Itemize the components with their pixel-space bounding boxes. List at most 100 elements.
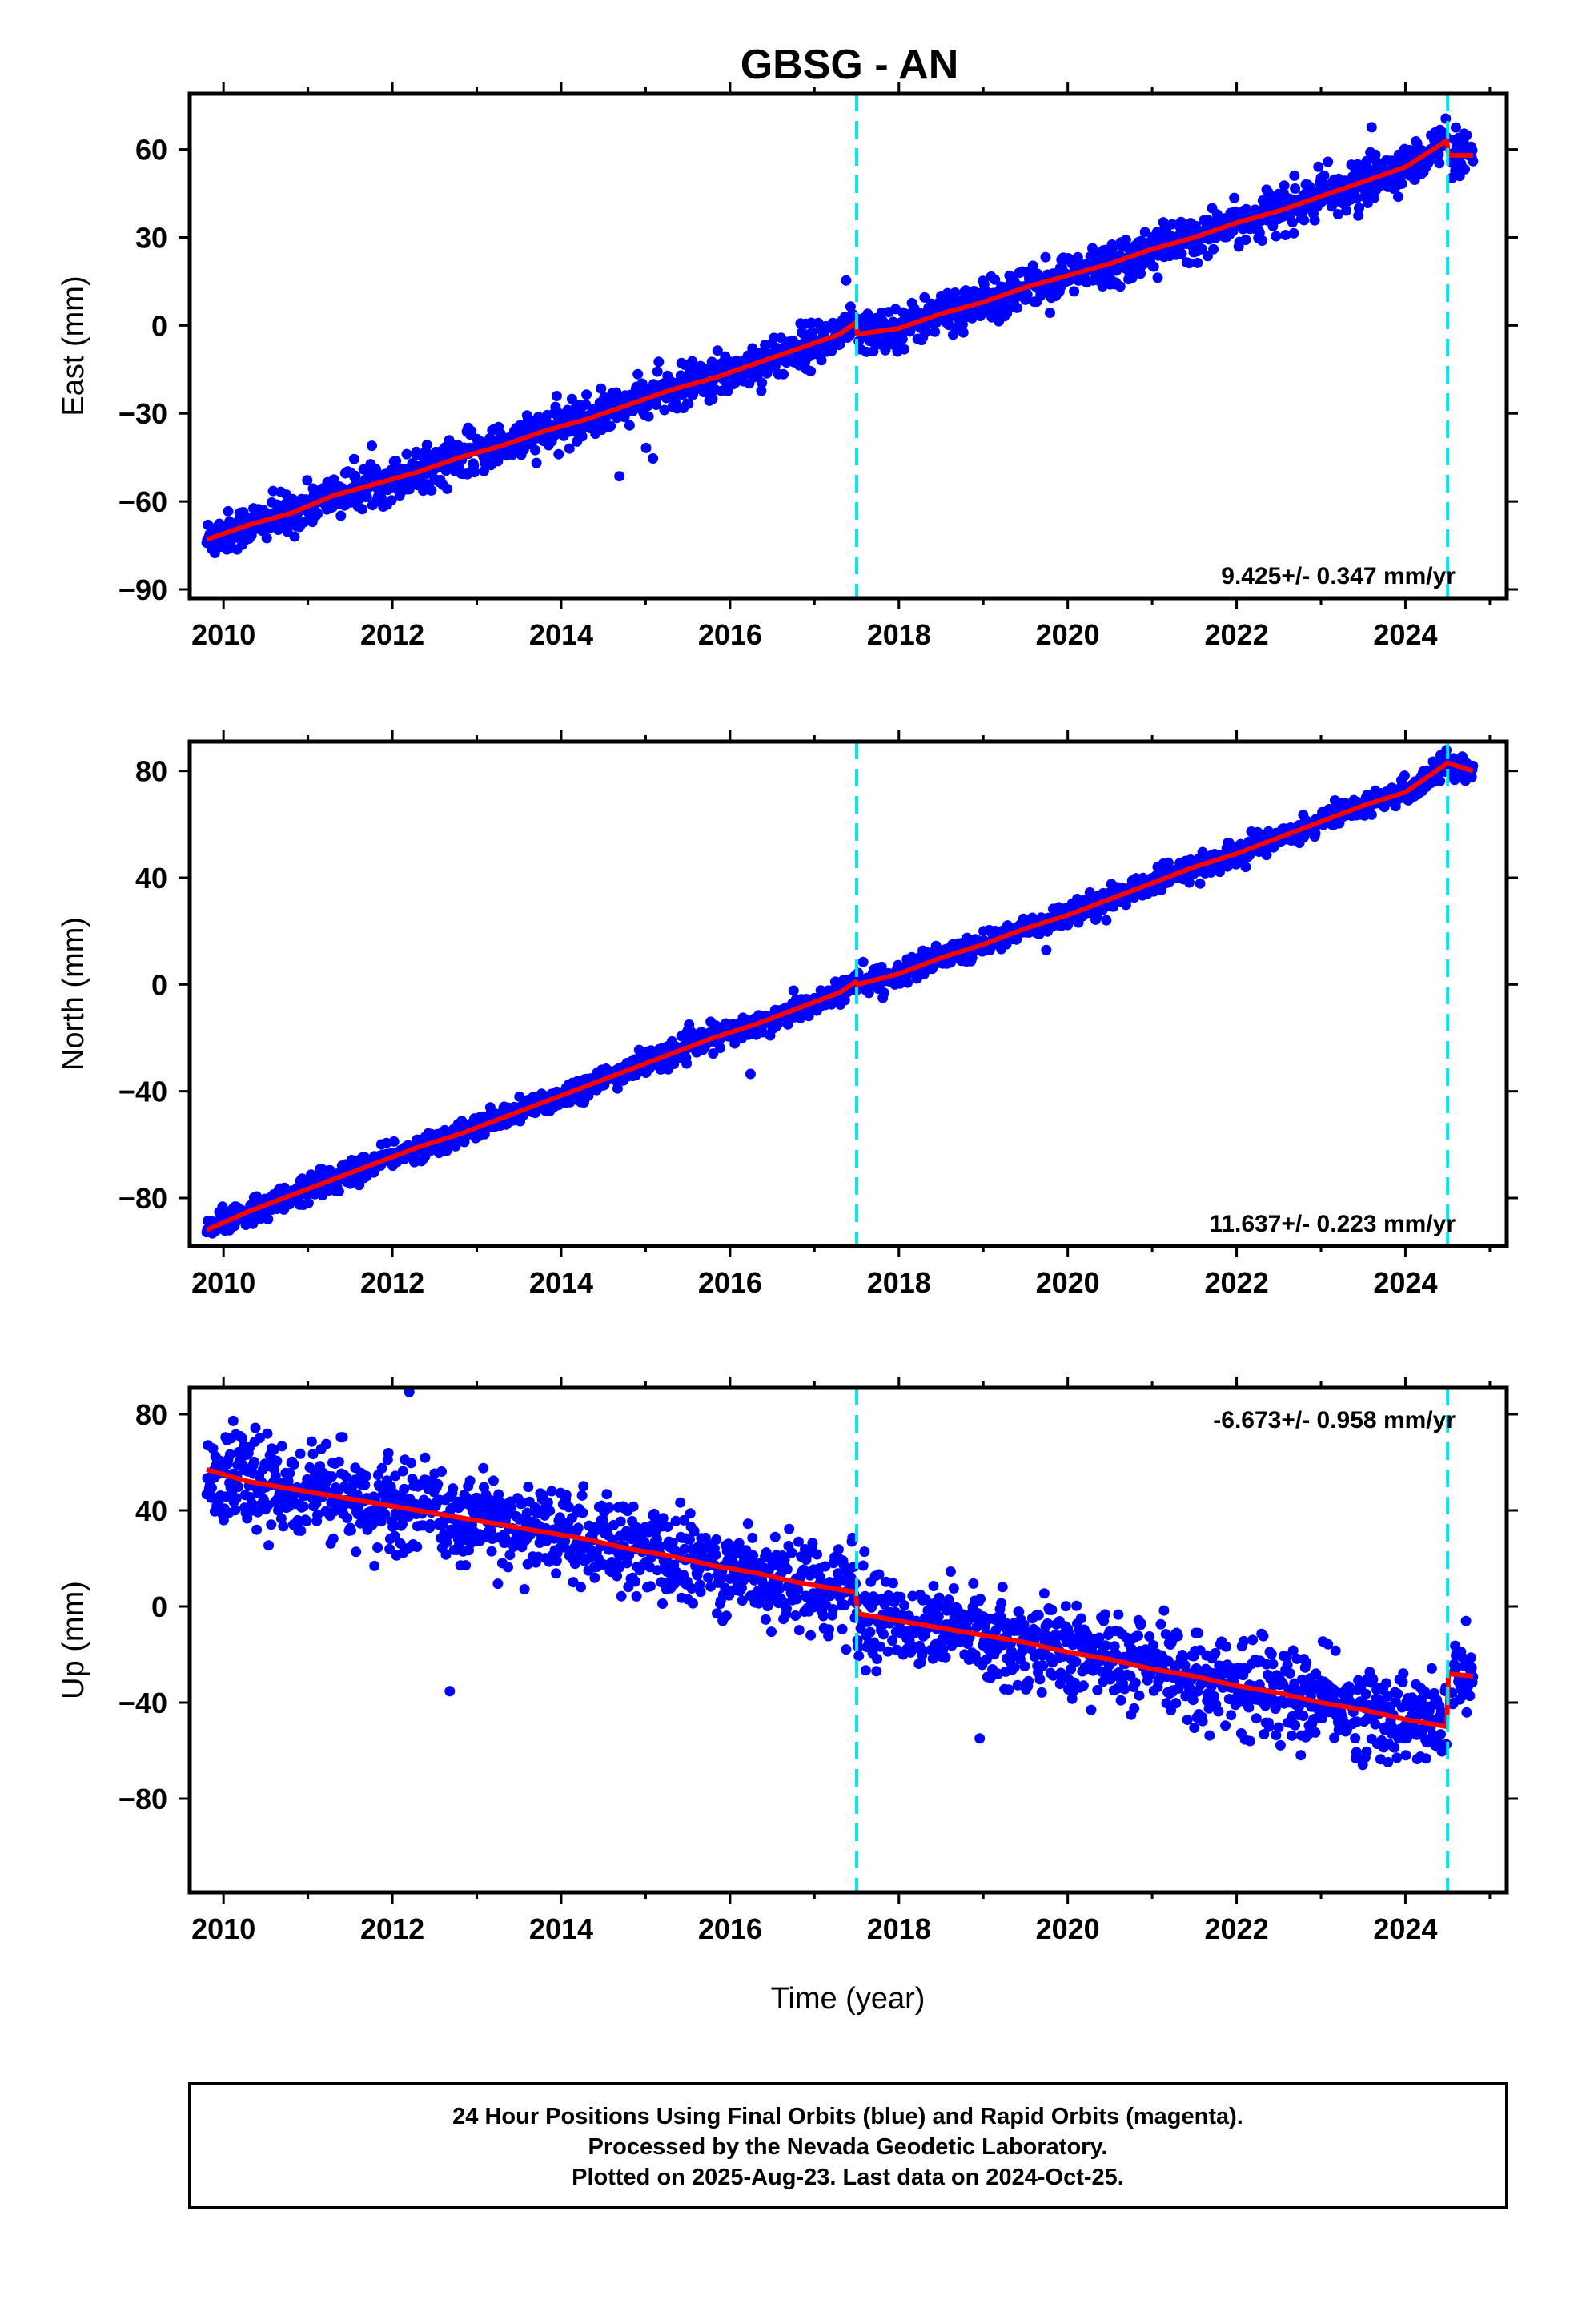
- data-point: [1135, 268, 1146, 279]
- data-point: [681, 1058, 693, 1069]
- data-point: [1396, 178, 1407, 189]
- data-point: [662, 1522, 673, 1532]
- data-point: [576, 1490, 588, 1501]
- data-point: [675, 1497, 686, 1508]
- data-point: [333, 1186, 344, 1197]
- data-point: [388, 1136, 400, 1147]
- data-point: [749, 1574, 760, 1586]
- y-tick-label: −90: [118, 573, 167, 606]
- data-point: [1002, 308, 1013, 319]
- data-point: [577, 1507, 588, 1518]
- data-point: [1208, 243, 1219, 255]
- data-point: [708, 1048, 719, 1059]
- data-point: [612, 1570, 623, 1582]
- data-point: [816, 355, 827, 366]
- data-point: [1240, 235, 1251, 245]
- data-point: [464, 1475, 476, 1486]
- x-tick-label: 2014: [529, 618, 593, 651]
- data-point: [268, 1444, 279, 1455]
- data-point: [630, 1522, 641, 1533]
- data-point: [1310, 828, 1321, 839]
- data-point: [371, 465, 382, 476]
- data-point: [576, 431, 588, 442]
- data-point: [921, 327, 931, 338]
- data-point: [1192, 257, 1203, 268]
- y-tick-label: 40: [135, 862, 167, 895]
- data-point: [390, 1470, 401, 1482]
- data-point: [224, 1449, 235, 1460]
- data-point: [251, 1524, 263, 1535]
- data-point: [504, 1550, 516, 1561]
- data-point: [689, 384, 701, 396]
- data-point: [596, 383, 607, 394]
- data-point: [263, 1540, 275, 1551]
- x-tick-label: 2010: [191, 618, 255, 651]
- data-point: [357, 504, 368, 515]
- x-tick-label: 2020: [1036, 618, 1100, 651]
- data-point: [568, 1577, 579, 1588]
- data-point: [1468, 155, 1479, 167]
- data-point: [899, 344, 910, 355]
- data-point: [406, 1458, 416, 1469]
- data-point: [444, 1686, 456, 1697]
- data-point: [421, 440, 432, 451]
- data-point: [957, 319, 968, 330]
- data-point: [839, 995, 850, 1006]
- data-point: [612, 1083, 623, 1094]
- data-point: [544, 1506, 556, 1516]
- data-point: [687, 356, 698, 367]
- rate-label: 11.637+/- 0.223 mm/yr: [1209, 1211, 1456, 1237]
- data-point: [351, 1546, 362, 1558]
- data-point: [601, 1489, 612, 1500]
- data-point: [648, 453, 659, 464]
- data-point: [492, 1578, 504, 1590]
- data-point: [386, 495, 397, 506]
- x-tick-label: 2016: [698, 1266, 762, 1299]
- data-point: [630, 1576, 640, 1587]
- data-point: [564, 443, 575, 454]
- data-point: [966, 952, 978, 963]
- data-point: [1290, 183, 1301, 194]
- data-point: [262, 1428, 273, 1439]
- data-point: [384, 1543, 396, 1554]
- data-point: [1288, 227, 1299, 239]
- data-point: [275, 1513, 287, 1524]
- data-point: [919, 292, 930, 303]
- data-point: [223, 505, 234, 517]
- data-point: [521, 1507, 532, 1518]
- data-point: [1287, 217, 1298, 228]
- data-point: [551, 1568, 562, 1579]
- data-point: [361, 491, 372, 502]
- data-point: [1451, 122, 1461, 133]
- data-point: [266, 1519, 277, 1530]
- data-point: [580, 399, 592, 410]
- data-point: [1195, 878, 1206, 889]
- y-tick-label: −60: [118, 485, 167, 518]
- data-point: [897, 333, 908, 344]
- data-point: [621, 1558, 632, 1569]
- data-point: [611, 387, 622, 398]
- data-point: [1196, 243, 1207, 255]
- data-point: [351, 1489, 363, 1500]
- data-point: [466, 425, 477, 436]
- data-point: [389, 1530, 400, 1542]
- data-point: [688, 1598, 698, 1609]
- y-tick-label: −40: [118, 1076, 167, 1108]
- data-point: [469, 467, 480, 478]
- x-tick-label: 2012: [360, 618, 424, 651]
- data-point: [404, 1388, 415, 1397]
- data-point: [1341, 205, 1352, 216]
- data-point: [486, 1546, 497, 1557]
- data-point: [1120, 235, 1131, 246]
- data-point: [554, 1512, 565, 1523]
- data-point: [1176, 248, 1187, 259]
- data-point: [757, 377, 768, 388]
- data-point: [514, 1091, 525, 1102]
- data-point: [1040, 251, 1051, 263]
- data-point: [778, 368, 789, 380]
- data-point: [589, 1572, 600, 1583]
- data-point: [657, 1598, 668, 1609]
- data-point: [1045, 308, 1055, 318]
- data-point: [298, 1501, 309, 1512]
